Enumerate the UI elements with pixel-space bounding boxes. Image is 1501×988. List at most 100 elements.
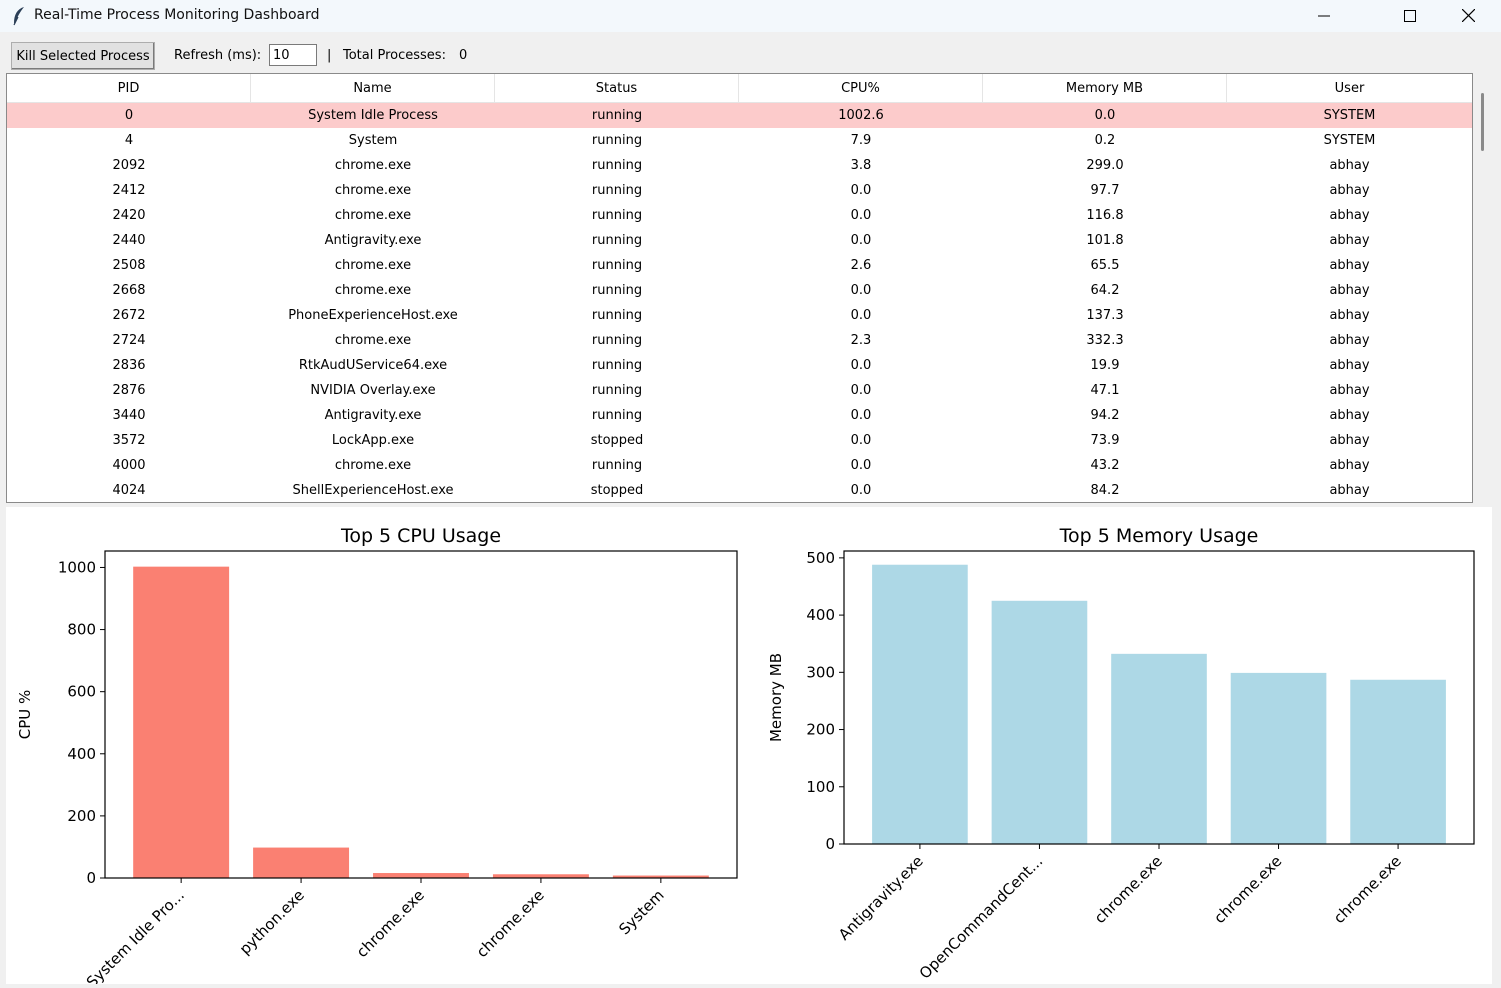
cell-memory: 43.2 (1090, 458, 1120, 473)
table-scrollbar[interactable] (1474, 73, 1498, 503)
cell-user: abhay (1329, 483, 1370, 498)
cell-cpu: 0.0 (850, 183, 872, 198)
table-body: 0 System Idle Process running 1002.6 0.0 SYST… (7, 103, 1472, 502)
cell-cpu: 0.0 (850, 283, 872, 298)
y-tick-label: 500 (806, 549, 835, 567)
x-tick-label: Antigravity.exe (835, 852, 927, 944)
maximize-button[interactable] (1381, 0, 1439, 32)
y-tick-label: 0 (825, 835, 835, 853)
cell-cpu: 2.6 (850, 258, 872, 273)
cell-pid: 2440 (112, 233, 146, 248)
cell-cpu: 0.0 (850, 458, 872, 473)
close-button[interactable] (1439, 0, 1497, 32)
y-tick-label: 200 (67, 807, 96, 825)
x-tick-label: OpenCommandCent... (916, 852, 1047, 983)
window-title: Real-Time Process Monitoring Dashboard (34, 7, 320, 23)
table-row[interactable]: 2724 chrome.exe running 2.3 332.3 abhay (7, 328, 1472, 353)
table-row[interactable]: 4 System running 7.9 0.2 SYSTEM (7, 128, 1472, 153)
column-header-memory[interactable]: Memory MB (983, 74, 1227, 102)
column-header-name[interactable]: Name (251, 74, 495, 102)
x-tick-label: chrome.exe (1091, 852, 1166, 927)
cell-pid: 4000 (112, 458, 146, 473)
cell-user: abhay (1329, 383, 1370, 398)
chart-title: Top 5 CPU Usage (340, 525, 501, 547)
table-row[interactable]: 2836 RtkAudUService64.exe running 0.0 19.9 ab… (7, 353, 1472, 378)
cell-status: running (591, 333, 643, 348)
scrollbar-thumb[interactable] (1481, 93, 1484, 151)
cell-name: RtkAudUService64.exe (298, 358, 448, 373)
close-icon (1461, 7, 1475, 26)
bar (1230, 672, 1327, 844)
table-row[interactable]: 2672 PhoneExperienceHost.exe running 0.0 137… (7, 303, 1472, 328)
x-tick-label: chrome.exe (473, 886, 548, 961)
cell-cpu: 0.0 (850, 208, 872, 223)
table-row[interactable]: 4000 chrome.exe running 0.0 43.2 abhay (7, 453, 1472, 478)
cell-status: stopped (590, 483, 644, 498)
y-tick-label: 200 (806, 721, 835, 739)
x-tick-label: System Idle Pro... (83, 886, 188, 984)
cell-status: running (591, 208, 643, 223)
cell-memory: 137.3 (1086, 308, 1124, 323)
cell-cpu: 0.0 (850, 308, 872, 323)
x-tick-label: System (615, 886, 667, 938)
bar (991, 600, 1088, 844)
minimize-button[interactable] (1295, 0, 1353, 32)
cell-pid: 3440 (112, 408, 146, 423)
cell-name: chrome.exe (334, 258, 412, 273)
table-row[interactable]: 2092 chrome.exe running 3.8 299.0 abhay (7, 153, 1472, 178)
column-header-pid[interactable]: PID (7, 74, 251, 102)
cell-cpu: 0.0 (850, 233, 872, 248)
cell-user: abhay (1329, 358, 1370, 373)
title-bar: Real-Time Process Monitoring Dashboard (0, 0, 1501, 32)
cell-name: ShellExperienceHost.exe (292, 483, 454, 498)
y-tick-label: 800 (67, 621, 96, 639)
table-row[interactable]: 2412 chrome.exe running 0.0 97.7 abhay (7, 178, 1472, 203)
x-tick-label: chrome.exe (353, 886, 428, 961)
table-row[interactable]: 2508 chrome.exe running 2.6 65.5 abhay (7, 253, 1472, 278)
cell-name: chrome.exe (334, 458, 412, 473)
cell-name: chrome.exe (334, 158, 412, 173)
cell-user: abhay (1329, 233, 1370, 248)
minimize-icon (1318, 7, 1330, 26)
cell-name: System Idle Process (308, 108, 438, 123)
bar (1111, 653, 1207, 844)
cell-memory: 97.7 (1090, 183, 1120, 198)
process-table[interactable]: PID Name Status CPU% Memory MB User 0 Sys… (6, 73, 1473, 503)
maximize-icon (1404, 7, 1416, 26)
table-row[interactable]: 3572 LockApp.exe stopped 0.0 73.9 abhay (7, 428, 1472, 453)
column-header-cpu[interactable]: CPU% (739, 74, 983, 102)
kill-process-button[interactable]: Kill Selected Process (11, 42, 155, 70)
cell-memory: 332.3 (1086, 333, 1124, 348)
table-row[interactable]: 0 System Idle Process running 1002.6 0.0 SYST… (7, 103, 1472, 128)
y-tick-label: 600 (67, 683, 96, 701)
cell-memory: 0.2 (1094, 133, 1116, 148)
column-header-user[interactable]: User (1334, 80, 1365, 96)
cell-cpu: 0.0 (850, 408, 872, 423)
cell-pid: 2508 (112, 258, 146, 273)
feather-icon (12, 6, 26, 30)
total-processes-label: Total Processes: (343, 48, 446, 63)
table-row[interactable]: 4024 ShellExperienceHost.exe stopped 0.0 84.… (7, 478, 1472, 502)
table-row[interactable]: 2668 chrome.exe running 0.0 64.2 abhay (7, 278, 1472, 303)
table-row[interactable]: 2420 chrome.exe running 0.0 116.8 abhay (7, 203, 1472, 228)
cell-name: LockApp.exe (331, 433, 415, 448)
cell-status: running (591, 308, 643, 323)
cell-pid: 2724 (112, 333, 146, 348)
bar (133, 566, 230, 878)
cell-user: abhay (1329, 408, 1370, 423)
charts-canvas: Top 5 CPU Usage CPU % System Idle Pro... py… (16, 525, 1475, 988)
table-row[interactable]: 2440 Antigravity.exe running 0.0 101.8 abhay (7, 228, 1472, 253)
column-header-status[interactable]: Status (495, 74, 739, 102)
cell-name: NVIDIA Overlay.exe (310, 383, 436, 398)
cell-cpu: 0.0 (850, 358, 872, 373)
cell-pid: 2668 (112, 283, 146, 298)
cell-cpu: 1002.6 (838, 108, 884, 123)
cell-pid: 2420 (112, 208, 146, 223)
table-row[interactable]: 2876 NVIDIA Overlay.exe running 0.0 47.1 abha… (7, 378, 1472, 403)
x-tick-label: python.exe (236, 886, 308, 958)
cell-status: running (591, 283, 643, 298)
refresh-interval-input[interactable] (269, 44, 317, 66)
cell-status: running (591, 108, 643, 123)
cell-user: abhay (1329, 208, 1370, 223)
table-row[interactable]: 3440 Antigravity.exe running 0.0 94.2 abhay (7, 403, 1472, 428)
